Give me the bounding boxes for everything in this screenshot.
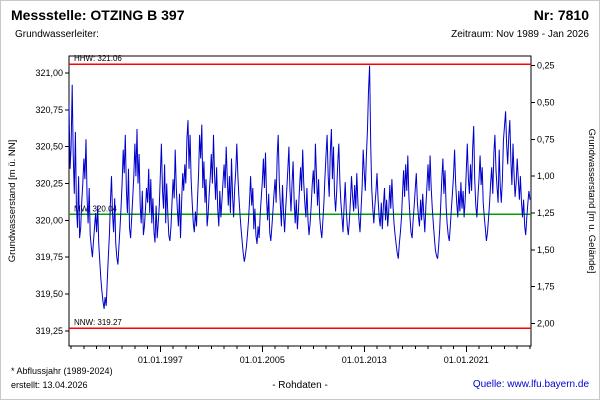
y-axis-right-tick-label: 2,00	[537, 319, 555, 329]
x-axis-tick-label: 01.01.2021	[444, 355, 489, 365]
y-axis-right-tick-label: 0,25	[537, 61, 555, 71]
header-row: Messstelle: OTZING B 397 Nr: 7810	[11, 7, 589, 23]
series-line	[68, 65, 531, 309]
footnote: * Abflussjahr (1989-2024)	[11, 366, 113, 376]
hhw-label: HHW: 321.06	[74, 54, 122, 63]
y-axis-left-tick-label: 321,00	[35, 68, 63, 78]
y-axis-right-tick-label: 0,50	[537, 97, 555, 107]
x-axis-tick-label: 01.01.2013	[342, 355, 387, 365]
y-axis-left-tick-label: 320,50	[35, 142, 63, 152]
x-axis-tick-label: 01.01.2005	[240, 355, 285, 365]
chart: 319,25 319,50 319,75 320,00 320,25 320,50 320,…	[7, 54, 597, 365]
page-title: Messstelle: OTZING B 397	[11, 7, 185, 23]
x-axis-tick-label: 01.01.1997	[138, 355, 183, 365]
y-axis-left-tick-label: 320,00	[35, 215, 63, 225]
y-axis-right-title: Grundwasserstand [m u. Gelände]	[586, 129, 597, 274]
y-axis-left-title: Grundwasserstand [m ü. NN]	[7, 140, 18, 263]
y-axis-left-tick-label: 319,50	[35, 289, 63, 299]
source-link[interactable]: Quelle: www.lfu.bayern.de	[472, 379, 589, 390]
mw-label: MW: 320.04	[74, 204, 118, 213]
plot-frame	[68, 55, 532, 347]
period-label: Zeitraum: Nov 1989 - Jan 2026	[451, 29, 589, 40]
y-axis-left-tick-label: 319,75	[35, 252, 63, 262]
created-date: erstellt: 13.04.2026	[11, 380, 88, 390]
nnw-label: NNW: 319.27	[74, 318, 122, 327]
y-axis-left-tick-label: 320,75	[35, 105, 63, 115]
y-axis-right-tick-label: 1,50	[537, 245, 555, 255]
y-axis-left-tick-label: 320,25	[35, 179, 63, 189]
y-axis-right-tick-label: 0,75	[537, 134, 555, 144]
data-type-label: - Rohdaten -	[272, 380, 328, 391]
y-axis-right-tick-label: 1,75	[537, 282, 555, 292]
y-axis-right-tick-label: 1,25	[537, 208, 555, 218]
y-axis-right-tick-label: 1,00	[537, 171, 555, 181]
subheader-row: Grundwasserleiter: Zeitraum: Nov 1989 - …	[15, 29, 589, 40]
station-number: Nr: 7810	[533, 7, 589, 23]
aquifer-label: Grundwasserleiter:	[15, 29, 99, 40]
y-axis-left-tick-label: 319,25	[35, 326, 63, 336]
